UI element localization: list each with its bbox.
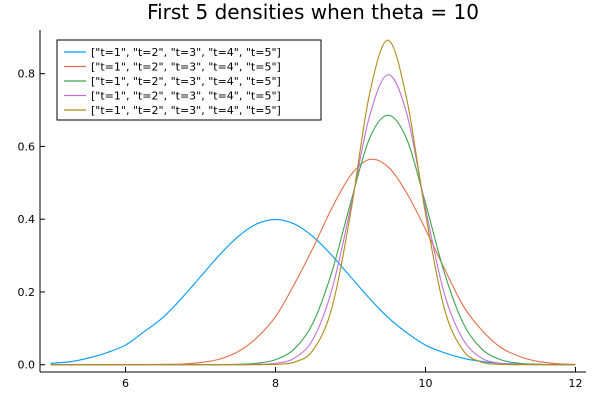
series-line-1	[50, 219, 576, 366]
legend-label: ["t=1", "t=2", "t=3", "t=4", "t=5"]	[91, 61, 281, 74]
y-tick-label: 0.0	[18, 359, 36, 372]
y-tick-label: 0.6	[18, 140, 36, 153]
x-tick-label: 6	[122, 377, 129, 390]
x-tick-label: 10	[419, 377, 433, 390]
legend-label: ["t=1", "t=2", "t=3", "t=4", "t=5"]	[91, 104, 281, 117]
x-tick-label: 8	[272, 377, 279, 390]
legend-label: ["t=1", "t=2", "t=3", "t=4", "t=5"]	[91, 46, 281, 59]
axes	[39, 30, 586, 373]
legend-label: ["t=1", "t=2", "t=3", "t=4", "t=5"]	[91, 75, 281, 88]
legend-label: ["t=1", "t=2", "t=3", "t=4", "t=5"]	[91, 90, 281, 103]
x-tick-label: 12	[569, 377, 583, 390]
series-line-3	[50, 114, 576, 366]
legend: ["t=1", "t=2", "t=3", "t=4", "t=5"]["t=1…	[56, 39, 322, 121]
y-tick-label: 0.2	[18, 286, 36, 299]
series-line-5	[50, 39, 576, 366]
y-tick-label: 0.8	[18, 68, 36, 81]
x-ticks: 6 8 10 12	[122, 367, 583, 390]
chart-title: First 5 densities when theta = 10	[147, 0, 479, 24]
y-tick-label: 0.4	[18, 213, 36, 226]
y-ticks: 0.0 0.2 0.4 0.6 0.8	[18, 68, 45, 372]
series-line-2	[50, 158, 576, 366]
legend-box	[56, 39, 322, 121]
series-group	[50, 39, 576, 366]
